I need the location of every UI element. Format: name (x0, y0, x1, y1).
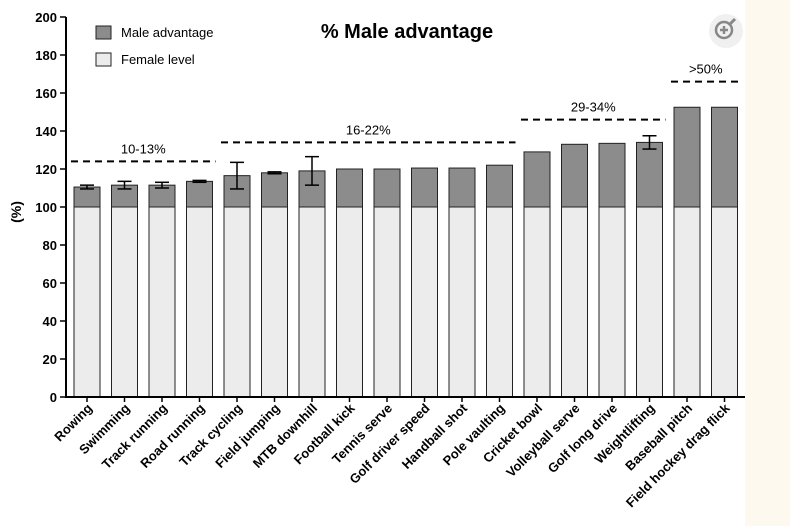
bar-male-advantage (411, 167, 438, 208)
y-axis-ticks: 0 20 40 60 80 100 120 140 160 180 200 (35, 10, 66, 405)
y-tick-label: 100 (35, 200, 57, 215)
y-tick-label: 0 (50, 390, 57, 405)
bar-female-level (73, 206, 101, 398)
group-label: 10-13% (121, 141, 166, 156)
legend: Male advantage Female level (95, 25, 214, 67)
x-tick-label: Handball shot (399, 400, 471, 472)
bar-male-advantage (711, 106, 738, 208)
y-tick-label: 180 (35, 48, 57, 63)
group-label: >50% (689, 62, 723, 77)
legend-swatch-female-level (95, 52, 112, 67)
y-tick-label: 160 (35, 86, 57, 101)
y-tick-label: 20 (43, 352, 57, 367)
bar-female-level (711, 206, 738, 398)
bar-female-level (261, 206, 288, 398)
legend-label-male-advantage: Male advantage (121, 25, 214, 40)
bar-male-advantage (486, 164, 513, 208)
bar-female-level (411, 206, 438, 398)
bar-female-level (373, 206, 401, 398)
side-strip (745, 0, 790, 526)
zoom-button[interactable] (709, 14, 743, 48)
y-tick-label: 200 (35, 10, 57, 25)
bar-female-level (598, 206, 626, 398)
bar-female-level (336, 206, 363, 398)
bar-male-advantage (336, 168, 363, 208)
bar-male-advantage (523, 151, 551, 208)
y-tick-label: 40 (43, 314, 57, 329)
y-tick-label: 120 (35, 162, 57, 177)
bar-female-level (673, 206, 701, 398)
bar-male-advantage (673, 106, 701, 208)
group-label: 29-34% (571, 100, 616, 115)
bar-female-level (148, 206, 176, 398)
y-tick-label: 60 (43, 276, 57, 291)
group-label: 16-22% (346, 122, 391, 137)
bar-male-advantage (598, 142, 626, 208)
x-tick-label: Track running (99, 400, 170, 471)
group-annotations: 10-13% 16-22% 29-34% >50% (71, 62, 741, 163)
y-tick-label: 140 (35, 124, 57, 139)
zoom-in-icon (714, 17, 737, 40)
bar-male-advantage (373, 168, 401, 208)
bar-male-advantage (186, 180, 213, 208)
bar-female-level (523, 206, 551, 398)
bar-female-level (186, 206, 213, 398)
chart-title: % Male advantage (321, 21, 493, 43)
bar-male-advantage (636, 141, 663, 208)
bar-female-level (561, 206, 588, 398)
bars (73, 106, 738, 398)
bar-male-advantage (73, 186, 101, 208)
bar-female-level (298, 206, 326, 398)
bar-female-level (486, 206, 513, 398)
legend-swatch-male-advantage (95, 25, 112, 40)
bar-female-level (223, 206, 251, 398)
bar-female-level (448, 206, 476, 398)
bar-female-level (636, 206, 663, 398)
bar-male-advantage (561, 143, 588, 208)
bar-male-advantage (448, 167, 476, 208)
bar-male-advantage (261, 172, 288, 208)
bar-female-level (111, 206, 138, 398)
y-axis-label: (%) (8, 201, 24, 223)
legend-label-female-level: Female level (121, 52, 195, 67)
y-tick-label: 80 (43, 238, 57, 253)
